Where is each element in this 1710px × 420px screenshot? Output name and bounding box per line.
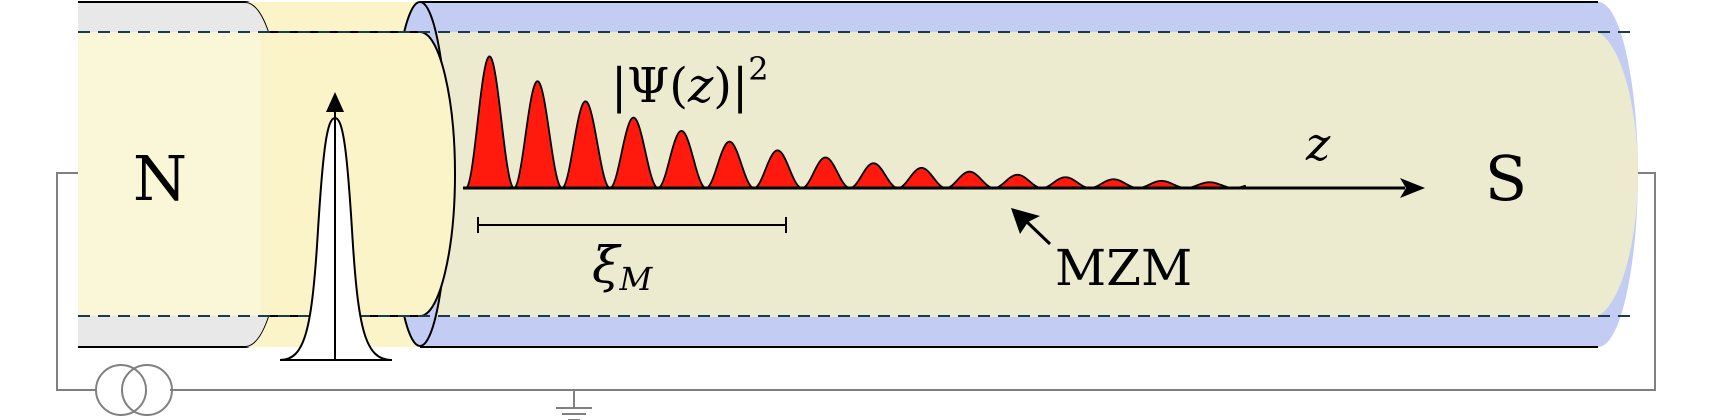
ground-icon [556, 390, 592, 420]
axis-variable-label: z [1305, 117, 1331, 171]
wavefunction-plot [465, 55, 1246, 189]
wavefunction-label-prefix: |Ψ( [611, 58, 688, 114]
coherence-length-subscript: M [619, 260, 654, 298]
wavefunction-label-variable: z [687, 58, 714, 114]
measurement-circuit [56, 172, 1656, 420]
coherence-length-label: ξM [592, 236, 654, 298]
superconductor-label: S [1485, 142, 1527, 215]
mzm-arrow [1011, 208, 1052, 246]
mzm-label: MZM [1055, 239, 1192, 297]
barrier-arrow-head [326, 92, 344, 112]
current-source-icon [95, 364, 173, 416]
z-axis-arrow-head [1400, 178, 1425, 198]
tunnel-barrier-profile [279, 92, 393, 361]
normal-lead-label: N [133, 142, 187, 215]
circuit-wire-left [56, 172, 97, 391]
coherence-length-symbol: ξ [592, 236, 622, 294]
coherence-length-bar [477, 217, 787, 233]
circuit-wire-bottom [170, 172, 1656, 391]
wavefunction-label-exponent: 2 [748, 50, 768, 88]
z-axis [463, 178, 1425, 198]
wavefunction-label-suffix: )| [713, 58, 748, 114]
barrier-cylinder [261, 31, 457, 317]
wavefunction-label: |Ψ(z)|2 [611, 50, 769, 114]
